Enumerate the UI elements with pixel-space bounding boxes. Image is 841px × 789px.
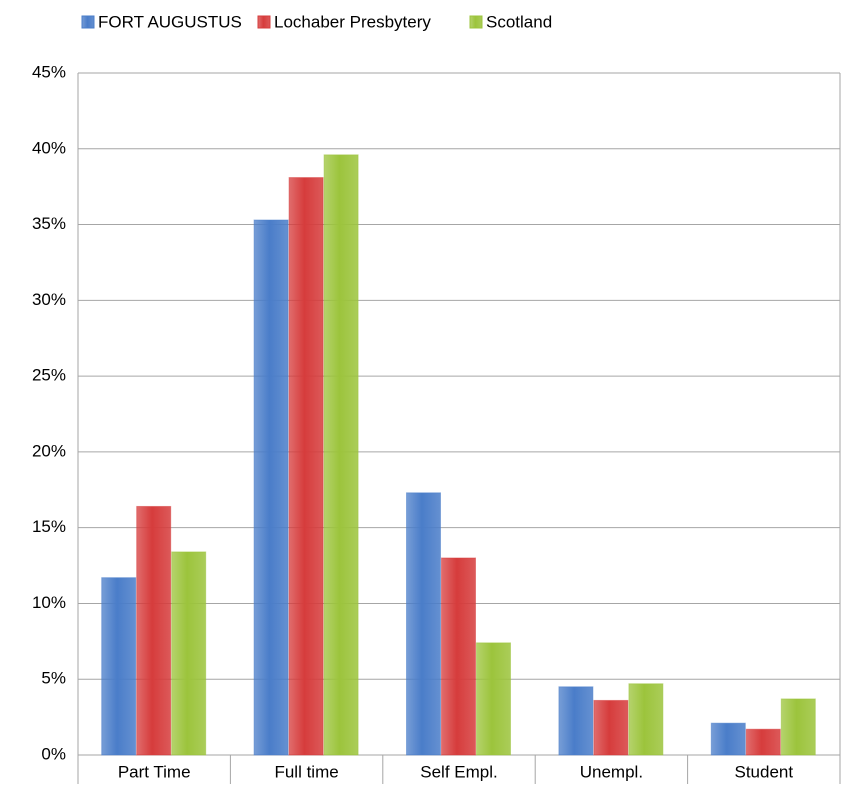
bar (780, 698, 816, 756)
y-tick-label: 30% (32, 290, 66, 309)
y-tick-label: 10% (32, 593, 66, 612)
x-tick-label: Full time (274, 762, 338, 781)
bar (593, 699, 629, 756)
legend-label: Lochaber Presbytery (274, 12, 431, 31)
x-tick-label: Student (734, 762, 793, 781)
y-tick-label: 25% (32, 366, 66, 385)
bar (101, 577, 137, 756)
x-tick-label: Self Empl. (420, 762, 497, 781)
bar (628, 683, 664, 756)
legend-swatch (469, 15, 483, 29)
bar (288, 177, 324, 756)
legend-label: FORT AUGUSTUS (98, 12, 242, 31)
bar (558, 686, 594, 756)
x-tick-label: Unempl. (580, 762, 643, 781)
legend-swatch (257, 15, 271, 29)
bar (476, 642, 511, 756)
y-tick-label: 15% (32, 517, 66, 536)
y-tick-label: 5% (41, 669, 66, 688)
bar (406, 492, 441, 756)
bar (323, 154, 359, 756)
bar (710, 722, 746, 756)
legend-swatch (81, 15, 95, 29)
bar (441, 557, 476, 756)
y-tick-label: 0% (41, 744, 66, 763)
bar (171, 551, 207, 756)
y-tick-label: 40% (32, 138, 66, 157)
legend-label: Scotland (486, 12, 552, 31)
x-tick-label: Part Time (118, 762, 191, 781)
bar (253, 219, 289, 756)
bar (136, 505, 172, 756)
y-tick-label: 20% (32, 441, 66, 460)
y-tick-label: 45% (32, 62, 66, 81)
bar (745, 728, 781, 756)
y-tick-label: 35% (32, 214, 66, 233)
